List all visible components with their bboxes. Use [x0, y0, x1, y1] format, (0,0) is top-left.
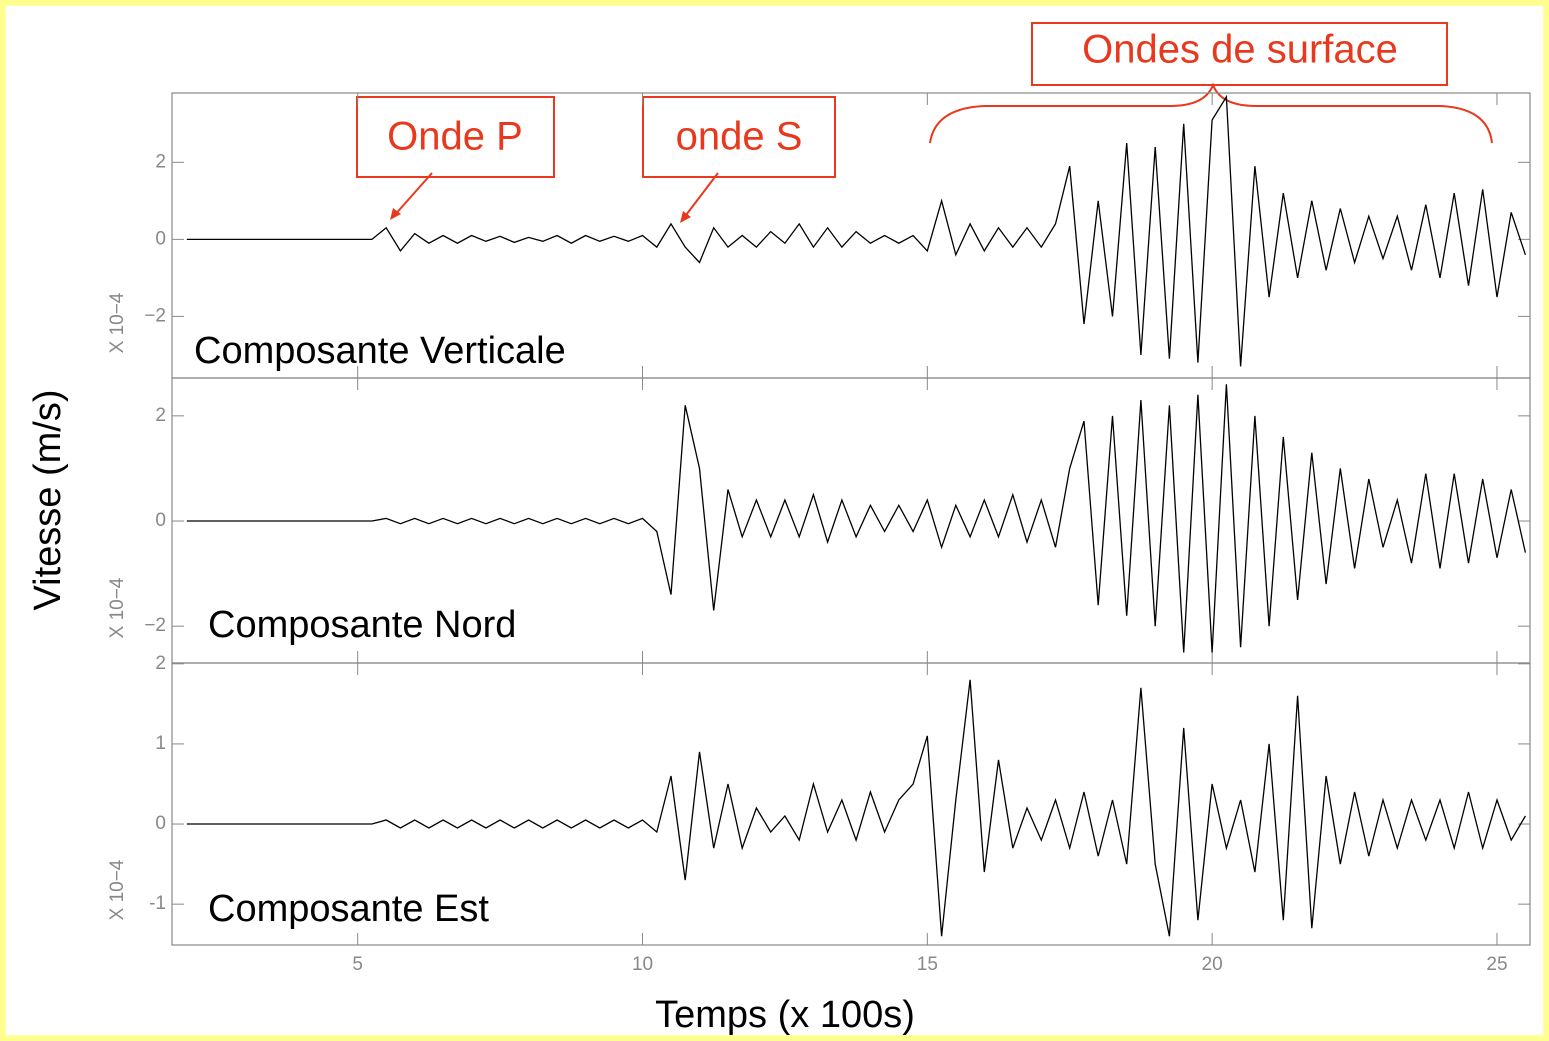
x-tick-label: 15 [917, 954, 938, 975]
annotation-box [642, 96, 836, 178]
y-tick-label: 0 [155, 813, 166, 834]
annotation-box [356, 96, 555, 178]
y-tick-label: −2 [144, 305, 166, 326]
unit-label: X 10−4 [107, 292, 128, 353]
y-tick-label: 2 [155, 405, 166, 426]
arrow-head [390, 208, 401, 220]
y-tick-label: 2 [155, 151, 166, 172]
x-tick-label: 10 [632, 954, 653, 975]
component-label: Composante Verticale [194, 330, 566, 372]
annotation: Onde P [387, 115, 523, 159]
y-tick-label: 0 [155, 510, 166, 531]
y-tick-label: 2 [155, 653, 166, 674]
unit-label: X 10−4 [107, 577, 128, 638]
y-tick-label: −2 [144, 615, 166, 636]
component-label: Composante Nord [208, 604, 516, 646]
brace [929, 82, 1493, 144]
plot-frame [171, 662, 1531, 946]
y-tick-label: 1 [155, 733, 166, 754]
x-axis-label: Temps (x 100s) [655, 994, 915, 1036]
waveform [186, 679, 1526, 937]
arrow-head [680, 211, 691, 223]
annotation: onde S [676, 115, 803, 159]
annotation: Ondes de surface [1082, 28, 1398, 72]
component-label: Composante Est [208, 888, 489, 930]
x-tick-label: 25 [1486, 954, 1507, 975]
waveform [186, 94, 1527, 367]
arrow [682, 172, 719, 220]
waveform [186, 384, 1527, 653]
y-tick-label: 0 [155, 228, 166, 249]
y-tick-label: -1 [149, 893, 166, 914]
annotation-box [1031, 22, 1448, 86]
x-tick-label: 5 [352, 954, 363, 975]
y-axis-label: Vitesse (m/s) [27, 389, 69, 610]
arrow [392, 172, 433, 218]
x-tick-label: 20 [1202, 954, 1223, 975]
unit-label: X 10−4 [107, 859, 128, 920]
